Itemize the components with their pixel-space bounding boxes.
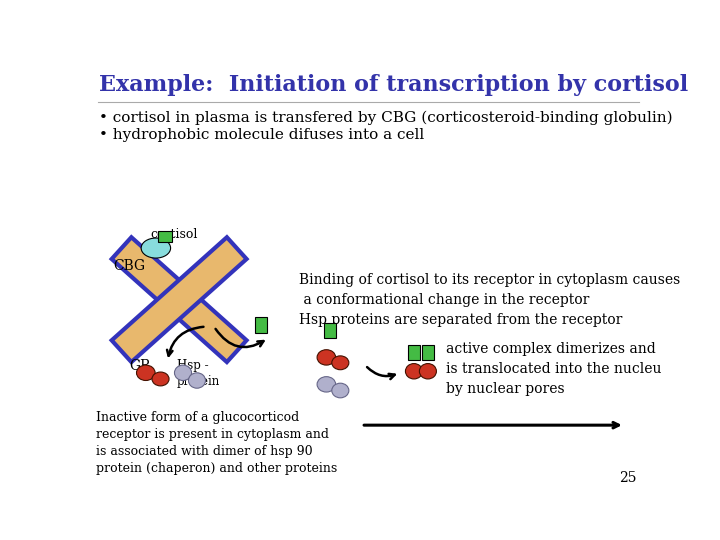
Ellipse shape xyxy=(174,365,192,381)
Ellipse shape xyxy=(332,356,349,370)
Ellipse shape xyxy=(137,365,155,381)
Text: GR: GR xyxy=(129,359,150,373)
Ellipse shape xyxy=(332,383,349,398)
Text: active complex dimerizes and
is translocated into the nucleu
by nuclear pores: active complex dimerizes and is transloc… xyxy=(446,342,662,396)
Ellipse shape xyxy=(189,373,205,388)
Bar xyxy=(158,231,172,242)
Ellipse shape xyxy=(317,377,336,392)
Text: cortisol: cortisol xyxy=(150,228,198,241)
Ellipse shape xyxy=(317,350,336,365)
Text: Binding of cortisol to its receptor in cytoplasm causes
 a conformational change: Binding of cortisol to its receptor in c… xyxy=(300,273,680,327)
Ellipse shape xyxy=(419,363,436,379)
Bar xyxy=(112,237,246,362)
Bar xyxy=(324,323,336,338)
Bar xyxy=(112,237,246,362)
Bar xyxy=(408,345,420,361)
Text: • cortisol in plasma is transfered by CBG (corticosteroid-binding globulin): • cortisol in plasma is transfered by CB… xyxy=(99,111,673,125)
Bar xyxy=(422,345,434,361)
Ellipse shape xyxy=(152,372,169,386)
Text: Hsp -
protein: Hsp - protein xyxy=(177,359,220,388)
Text: 25: 25 xyxy=(619,471,636,485)
Ellipse shape xyxy=(141,238,171,258)
Text: CBG: CBG xyxy=(113,259,145,273)
Text: Inactive form of a glucocorticod
receptor is present in cytoplasm and
is associa: Inactive form of a glucocorticod recepto… xyxy=(96,411,338,475)
Ellipse shape xyxy=(405,363,423,379)
Text: Example:  Initiation of transcription by cortisol: Example: Initiation of transcription by … xyxy=(99,74,688,96)
Text: • hydrophobic molecule difuses into a cell: • hydrophobic molecule difuses into a ce… xyxy=(99,128,425,142)
Bar xyxy=(255,318,267,333)
